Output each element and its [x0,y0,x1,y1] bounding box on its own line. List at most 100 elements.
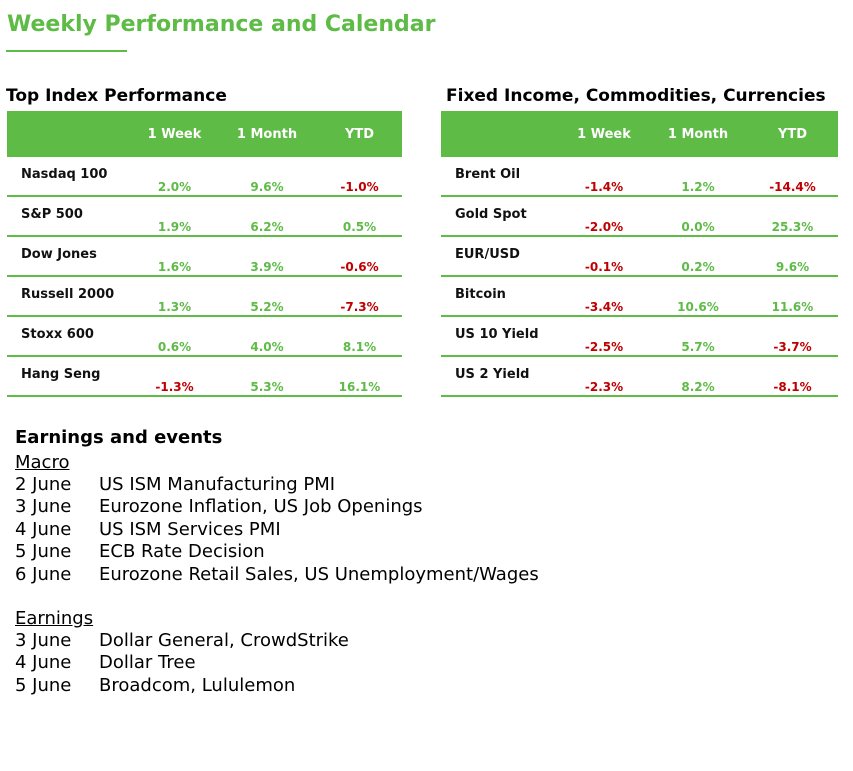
table-row: S&P 500 1.9% 6.2% 0.5% [7,196,402,237]
column-header-1-month: 1 Month [217,111,317,157]
table-row: US 2 Yield -2.3% 8.2% -8.1% [441,356,838,397]
macro-list: 2 June US ISM Manufacturing PMI 3 June Euro… [15,474,539,586]
cell-ytd: -8.1% [747,356,838,397]
macro-event-row: 2 June US ISM Manufacturing PMI [15,474,539,496]
event-date: 3 June [15,630,72,652]
fixed-income-table: 1 Week 1 Month YTD Brent Oil -1.4% 1.2% -14… [441,111,838,397]
table-row: Dow Jones 1.6% 3.9% -0.6% [7,236,402,277]
column-header-ytd: YTD [747,111,838,157]
cell-month: 3.9% [217,236,317,277]
earnings-event-row: 4 June Dollar Tree [15,652,539,674]
cell-month: 0.2% [649,236,747,277]
event-date: 2 June [15,474,72,495]
cell-month: 9.6% [217,157,317,197]
macro-heading: Macro [15,452,70,473]
table-row: Stoxx 600 0.6% 4.0% 8.1% [7,316,402,357]
event-description: Broadcom, Lululemon [99,674,296,696]
cell-ytd: -3.7% [747,316,838,357]
cell-month: 8.2% [649,356,747,397]
event-date: 4 June [15,518,72,540]
title-underline [6,50,127,52]
table-row: Gold Spot -2.0% 0.0% 25.3% [441,196,838,237]
table-row: Russell 2000 1.3% 5.2% -7.3% [7,276,402,317]
column-header-ytd: YTD [317,111,402,157]
event-date: 6 June [15,563,72,585]
row-name: Gold Spot [441,196,559,237]
cell-ytd: 11.6% [747,276,838,317]
row-name: US 2 Yield [441,356,559,397]
earnings-heading: Earnings [15,608,94,630]
event-description: ECB Rate Decision [99,541,265,563]
cell-ytd: 0.5% [317,196,402,237]
cell-ytd: 9.6% [747,236,838,277]
column-header-name [441,111,559,157]
cell-ytd: -14.4% [747,157,838,197]
page-title: Weekly Performance and Calendar [7,12,436,37]
cell-ytd: -7.3% [317,276,402,317]
cell-month: 0.0% [649,196,747,237]
cell-week: -0.1% [559,236,649,277]
index-table-title: Top Index Performance [6,86,227,106]
fi-table-title: Fixed Income, Commodities, Currencies [446,86,826,106]
earnings-and-events: Earnings and events Macro 2 June US ISM M… [15,427,539,697]
index-performance-table: 1 Week 1 Month YTD Nasdaq 100 2.0% 9.6% -1.… [7,111,402,397]
cell-ytd: 25.3% [747,196,838,237]
table-header-row: 1 Week 1 Month YTD [441,111,838,157]
macro-event-row: 6 June Eurozone Retail Sales, US Unemploy… [15,564,539,586]
event-date: 5 June [15,674,72,696]
row-name: Nasdaq 100 [7,157,132,197]
earnings-event-row: 3 June Dollar General, CrowdStrike [15,630,539,652]
event-date: 4 June [15,652,72,674]
event-description: Eurozone Retail Sales, US Unemployment/W… [99,563,539,585]
events-title: Earnings and events [15,427,223,448]
cell-week: 2.0% [132,157,217,197]
table-row: EUR/USD -0.1% 0.2% 9.6% [441,236,838,277]
table-row: Nasdaq 100 2.0% 9.6% -1.0% [7,157,402,197]
event-date: 5 June [15,541,72,563]
cell-month: 5.7% [649,316,747,357]
table-row: US 10 Yield -2.5% 5.7% -3.7% [441,316,838,357]
earnings-list: 3 June Dollar General, CrowdStrike 4 June D… [15,630,539,697]
cell-week: -2.0% [559,196,649,237]
cell-week: -2.5% [559,316,649,357]
column-header-1-month: 1 Month [649,111,747,157]
row-name: Russell 2000 [7,276,132,317]
cell-ytd: -1.0% [317,157,402,197]
table-row: Bitcoin -3.4% 10.6% 11.6% [441,276,838,317]
cell-ytd: 16.1% [317,356,402,397]
row-name: Stoxx 600 [7,316,132,357]
event-description: Dollar General, CrowdStrike [99,630,349,652]
row-name: EUR/USD [441,236,559,277]
cell-month: 5.2% [217,276,317,317]
cell-ytd: 8.1% [317,316,402,357]
earnings-event-row: 5 June Broadcom, Lululemon [15,675,539,697]
table-row: Brent Oil -1.4% 1.2% -14.4% [441,157,838,197]
column-header-name [7,111,132,157]
row-name: US 10 Yield [441,316,559,357]
event-description: US ISM Manufacturing PMI [99,474,336,495]
cell-week: -2.3% [559,356,649,397]
cell-month: 6.2% [217,196,317,237]
cell-month: 10.6% [649,276,747,317]
row-name: Brent Oil [441,157,559,197]
row-name: Dow Jones [7,236,132,277]
macro-event-row: 5 June ECB Rate Decision [15,541,539,563]
cell-week: -1.3% [132,356,217,397]
macro-event-row: 3 June Eurozone Inflation, US Job Opening… [15,496,539,518]
row-name: Hang Seng [7,356,132,397]
row-name: S&P 500 [7,196,132,237]
event-description: Dollar Tree [99,652,196,674]
cell-month: 1.2% [649,157,747,197]
cell-month: 4.0% [217,316,317,357]
cell-month: 5.3% [217,356,317,397]
event-description: US ISM Services PMI [99,518,281,540]
cell-week: -3.4% [559,276,649,317]
cell-ytd: -0.6% [317,236,402,277]
cell-week: -1.4% [559,157,649,197]
column-header-1-week: 1 Week [559,111,649,157]
column-header-1-week: 1 Week [132,111,217,157]
table-row: Hang Seng -1.3% 5.3% 16.1% [7,356,402,397]
cell-week: 1.3% [132,276,217,317]
table-header-row: 1 Week 1 Month YTD [7,111,402,157]
event-description: Eurozone Inflation, US Job Openings [99,496,423,518]
